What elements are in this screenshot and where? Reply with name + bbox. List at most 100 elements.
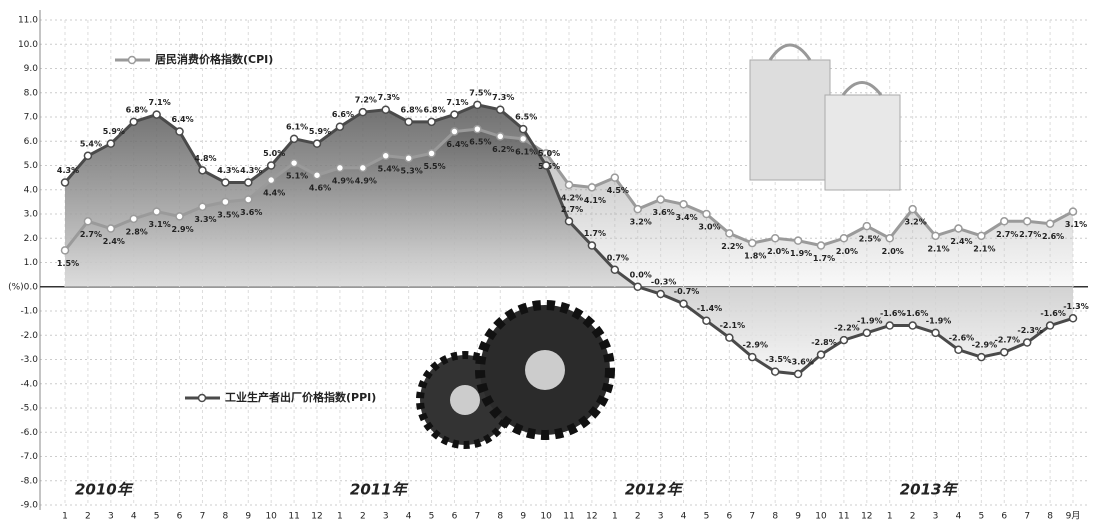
- value-label: 3.6%: [653, 208, 675, 217]
- point: [795, 371, 802, 378]
- legend-marker: [199, 395, 206, 402]
- value-label: 2.1%: [927, 244, 949, 253]
- point: [336, 164, 343, 171]
- value-label: 3.4%: [675, 213, 697, 222]
- point: [451, 111, 458, 118]
- point: [1047, 322, 1054, 329]
- point: [1001, 218, 1008, 225]
- point: [657, 291, 664, 298]
- point: [62, 179, 69, 186]
- point: [268, 162, 275, 169]
- y-tick-label: 7.0: [24, 113, 39, 123]
- value-label: 2.8%: [126, 227, 148, 236]
- value-label: 3.5%: [217, 210, 239, 219]
- point: [634, 206, 641, 213]
- x-tick-label: 7: [1024, 512, 1030, 522]
- y-tick-label: 11.0: [18, 16, 38, 26]
- value-label: -0.7%: [674, 287, 700, 296]
- x-tick-label: 11: [838, 512, 849, 522]
- value-label: -2.9%: [972, 341, 998, 350]
- value-label: -2.3%: [1017, 326, 1043, 335]
- y-tick-label: 2.0: [24, 234, 39, 244]
- point: [176, 213, 183, 220]
- value-label: 4.4%: [263, 189, 285, 198]
- point: [588, 242, 595, 249]
- value-label: 3.2%: [905, 218, 927, 227]
- point: [405, 155, 412, 162]
- value-label: 5.4%: [378, 164, 400, 173]
- point: [749, 240, 756, 247]
- x-tick-label: 7: [474, 512, 480, 522]
- x-tick-label: 1: [337, 512, 343, 522]
- value-label: 7.5%: [469, 88, 491, 97]
- point: [1024, 339, 1031, 346]
- y-tick-label: 1.0: [24, 258, 39, 268]
- x-tick-label: 9: [795, 512, 801, 522]
- x-tick-label: 12: [311, 512, 322, 522]
- chart: -9.0-8.0-7.0-6.0-5.0-4.0-3.0-2.0-1.0(%)0…: [0, 0, 1093, 525]
- value-label: -2.2%: [834, 324, 860, 333]
- value-label: 5.5%: [423, 162, 445, 171]
- point: [497, 106, 504, 113]
- point: [840, 337, 847, 344]
- value-label: 1.8%: [744, 252, 766, 261]
- x-tick-label: 10: [265, 512, 277, 522]
- x-tick-label: 3: [383, 512, 389, 522]
- point: [634, 283, 641, 290]
- x-tick-label: 2: [85, 512, 91, 522]
- value-label: 5.3%: [401, 167, 423, 176]
- value-label: 6.2%: [492, 145, 514, 154]
- point: [84, 218, 91, 225]
- point: [1047, 220, 1054, 227]
- value-label: 2.7%: [80, 230, 102, 239]
- x-tick-label: 8: [1047, 512, 1053, 522]
- value-label: 4.1%: [584, 196, 606, 205]
- year-label: 2012年: [625, 481, 684, 499]
- value-label: -1.9%: [926, 316, 952, 325]
- value-label: 7.3%: [378, 93, 400, 102]
- value-label: 2.6%: [1042, 232, 1064, 241]
- point: [818, 351, 825, 358]
- value-label: 5.0%: [538, 149, 560, 158]
- value-label: 4.2%: [561, 193, 583, 202]
- y-tick-label: 5.0: [24, 161, 39, 171]
- value-label: 2.4%: [103, 237, 125, 246]
- y-tick-label: -3.0: [20, 355, 38, 365]
- x-tick-label: 11: [563, 512, 574, 522]
- point: [428, 118, 435, 125]
- x-tick-label: 7: [200, 512, 206, 522]
- point: [268, 177, 275, 184]
- value-label: 6.4%: [171, 115, 193, 124]
- value-label: 4.8%: [194, 154, 216, 163]
- x-tick-label: 8: [497, 512, 503, 522]
- point: [153, 208, 160, 215]
- point: [588, 184, 595, 191]
- value-label: 7.2%: [355, 96, 377, 105]
- x-tick-label: 1: [62, 512, 68, 522]
- x-tick-label: 9: [520, 512, 526, 522]
- value-label: 2.9%: [171, 225, 193, 234]
- point: [863, 223, 870, 230]
- point: [795, 237, 802, 244]
- point: [566, 218, 573, 225]
- point: [955, 225, 962, 232]
- value-label: 4.9%: [332, 176, 354, 185]
- value-label: -2.7%: [995, 336, 1021, 345]
- value-label: 6.4%: [446, 140, 468, 149]
- year-label: 2010年: [75, 481, 134, 499]
- value-label: -1.6%: [1040, 309, 1066, 318]
- x-tick-label: 5: [429, 512, 435, 522]
- point: [291, 135, 298, 142]
- point: [84, 152, 91, 159]
- value-label: -0.3%: [651, 278, 677, 287]
- value-label: 6.8%: [126, 105, 148, 114]
- x-tick-label: 12: [586, 512, 597, 522]
- point: [566, 181, 573, 188]
- point: [222, 179, 229, 186]
- point: [703, 211, 710, 218]
- year-label: 2011年: [350, 481, 409, 499]
- x-tick-label: 5: [154, 512, 160, 522]
- value-label: 6.6%: [332, 110, 354, 119]
- point: [1001, 349, 1008, 356]
- point: [978, 232, 985, 239]
